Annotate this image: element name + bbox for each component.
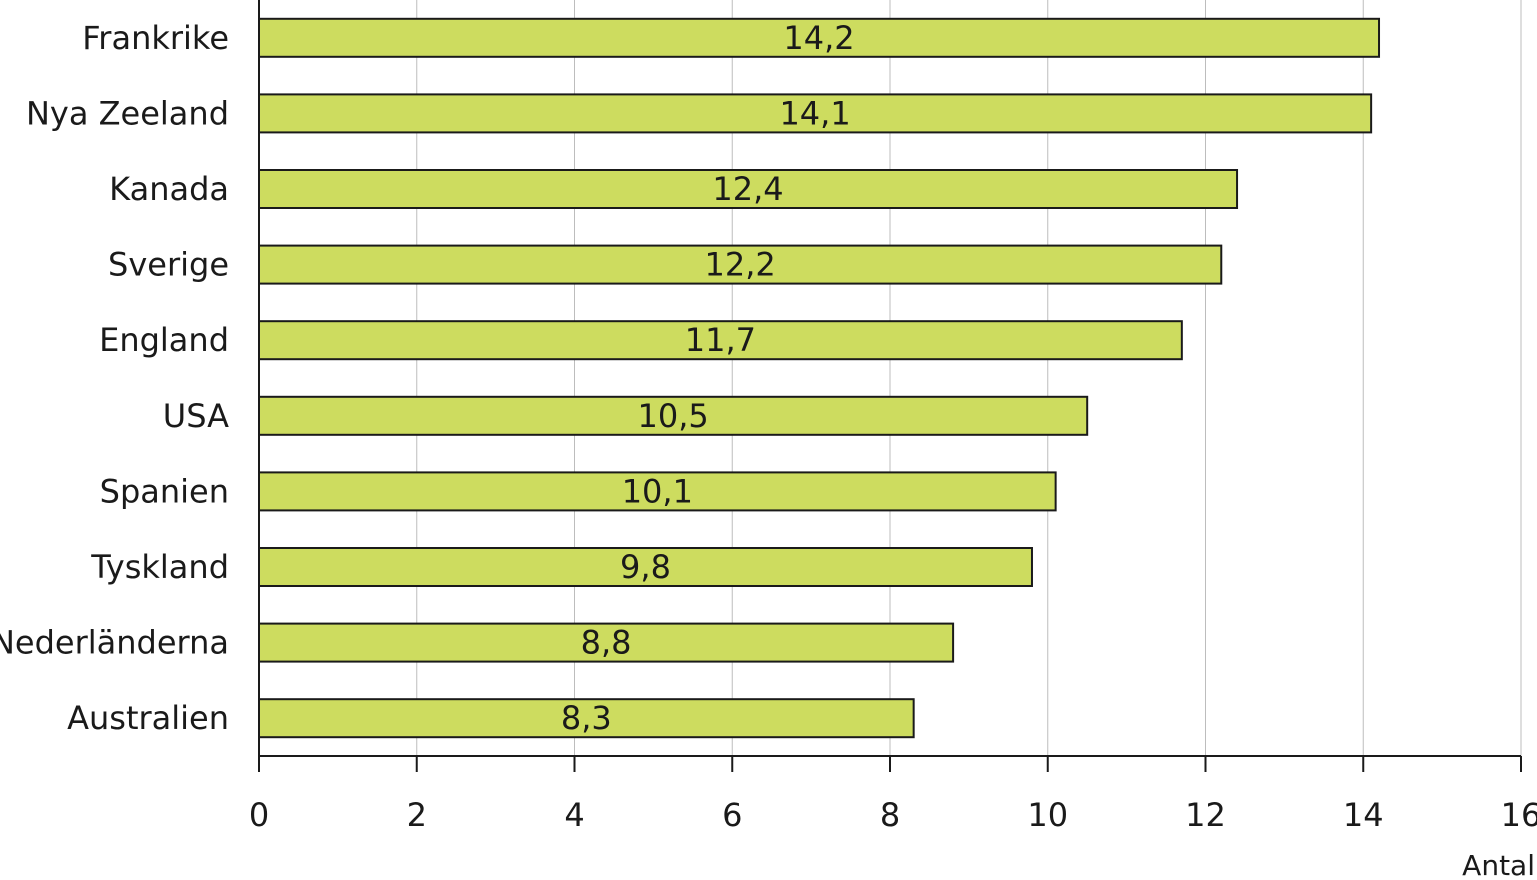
bar-10	[258, 698, 915, 739]
value-label: 12,2	[705, 246, 776, 284]
value-label: 10,1	[622, 472, 693, 510]
category-label: Spanien	[100, 472, 229, 510]
value-label: 9,8	[620, 548, 671, 586]
x-tick-label: 14	[1343, 796, 1384, 834]
x-tick-label: 16	[1501, 796, 1537, 834]
category-label: USA	[163, 397, 229, 435]
bar-5	[258, 320, 1183, 361]
category-label: Nya Zeeland	[26, 94, 229, 132]
value-label: 11,7	[685, 321, 756, 359]
category-label: Sverige	[108, 246, 229, 284]
bar-3	[258, 169, 1239, 209]
x-tick-label: 8	[880, 796, 900, 834]
x-tick-label: 12	[1185, 796, 1226, 834]
bar-2	[258, 93, 1373, 134]
bar-4	[258, 244, 1223, 285]
category-label: Kanada	[109, 170, 229, 208]
bar-6	[258, 395, 1089, 436]
x-tick-label: 4	[564, 796, 584, 834]
bar-8	[258, 547, 1033, 587]
x-tick-label: 6	[722, 796, 742, 834]
x-tick-label: 10	[1027, 796, 1068, 834]
bars	[258, 17, 1381, 739]
labels: Frankrike 14,2 Nya Zeeland 14,1 Kanada 12,4 Sv…	[0, 19, 1537, 834]
category-label: Australien	[67, 699, 229, 737]
x-axis-unit-label: Antal	[1462, 849, 1535, 880]
bar-7	[258, 471, 1057, 512]
category-label: Nederländerna	[0, 624, 229, 662]
value-label: 8,8	[581, 624, 632, 662]
category-label: Frankrike	[82, 19, 229, 57]
value-label: 8,3	[561, 699, 612, 737]
category-label: Tyskland	[90, 548, 229, 586]
value-label: 10,5	[637, 397, 708, 435]
value-label: 12,4	[712, 170, 783, 208]
value-label: 14,1	[779, 94, 850, 132]
category-label: England	[99, 321, 229, 359]
x-tick-label: 0	[249, 796, 269, 834]
axes	[258, 0, 1522, 772]
value-label: 14,2	[783, 19, 854, 57]
x-tick-label: 2	[407, 796, 427, 834]
bar-9	[258, 622, 955, 663]
